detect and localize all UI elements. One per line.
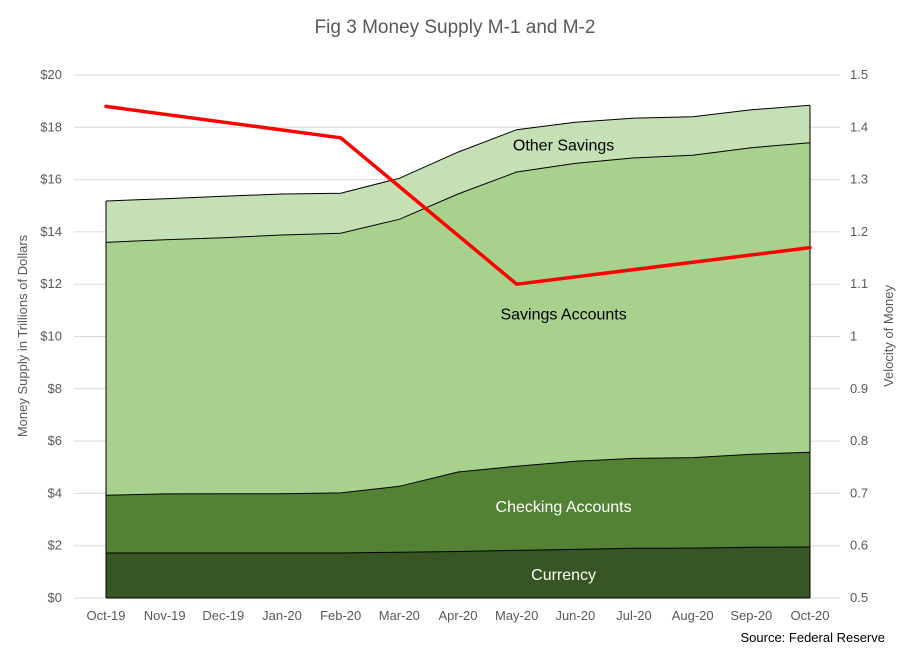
y-left-tick-label: $16	[40, 172, 62, 187]
y-right-tick-label: 1	[850, 329, 857, 344]
series-label-savings-accounts: Savings Accounts	[500, 307, 626, 324]
y-right-tick-label: 1.1	[850, 276, 868, 291]
y-axis-left-label: Money Supply in Trillions of Dollars	[15, 234, 30, 437]
x-tick-label: Jan-20	[262, 608, 302, 623]
axis-ticks: $0 $2 $4 $6 $8 $10 $12 $14 $16 $18 $20 0.5 0.6 0.7 0.8…	[40, 67, 868, 623]
series-label-currency: Currency	[531, 567, 596, 584]
y-left-tick-label: $14	[40, 224, 62, 239]
velocity-of-money-line	[104, 104, 812, 286]
y-left-tick-label: $10	[40, 329, 62, 344]
x-tick-label: Feb-20	[320, 608, 361, 623]
y-right-tick-label: 0.9	[850, 381, 868, 396]
x-tick-label: Oct-20	[790, 608, 829, 623]
x-tick-label: Dec-19	[202, 608, 244, 623]
x-tick-label: Jul-20	[616, 608, 651, 623]
area-boundary	[106, 546, 811, 554]
y-right-tick-label: 1.3	[850, 172, 868, 187]
series-label-other-savings: Other Savings	[513, 137, 614, 154]
area-currency	[106, 547, 810, 598]
y-left-tick-label: $2	[48, 538, 62, 553]
x-tick-label: Oct-19	[86, 608, 125, 623]
y-left-tick-label: $6	[48, 433, 62, 448]
y-axis-right-label: Velocity of Money	[881, 285, 896, 387]
area-boundary	[105, 142, 811, 243]
area-boundary	[105, 451, 811, 496]
y-right-tick-label: 1.4	[850, 119, 868, 134]
y-right-tick-label: 0.7	[850, 485, 868, 500]
y-right-tick-label: 1.2	[850, 224, 868, 239]
x-tick-label: Mar-20	[379, 608, 420, 623]
area-boundary	[105, 104, 811, 202]
y-right-tick-label: 0.5	[850, 590, 868, 605]
y-left-tick-label: $8	[48, 381, 62, 396]
area-savings-accounts	[106, 142, 810, 496]
velocity-line-layer	[104, 104, 812, 286]
stacked-areas: Currency Checking Accounts Savings Account…	[105, 104, 811, 599]
y-left-tick-label: $0	[48, 590, 62, 605]
y-left-tick-label: $18	[40, 119, 62, 134]
area-checking-accounts	[106, 452, 810, 553]
y-left-tick-label: $20	[40, 67, 62, 82]
y-right-tick-label: 0.8	[850, 433, 868, 448]
y-left-tick-label: $12	[40, 276, 62, 291]
x-tick-label: Jun-20	[555, 608, 595, 623]
area-other-savings	[106, 105, 810, 243]
x-tick-label: Sep-20	[730, 608, 772, 623]
x-tick-label: Aug-20	[672, 608, 714, 623]
x-tick-label: Nov-19	[144, 608, 186, 623]
x-tick-label: May-20	[495, 608, 538, 623]
chart-title: Fig 3 Money Supply M-1 and M-2	[315, 17, 596, 38]
y-right-tick-label: 0.6	[850, 538, 868, 553]
source-note: Source: Federal Reserve	[740, 630, 885, 645]
series-label-checking-accounts: Checking Accounts	[496, 499, 632, 516]
y-left-tick-label: $4	[48, 485, 62, 500]
y-right-tick-label: 1.5	[850, 67, 868, 82]
x-tick-label: Apr-20	[438, 608, 477, 623]
